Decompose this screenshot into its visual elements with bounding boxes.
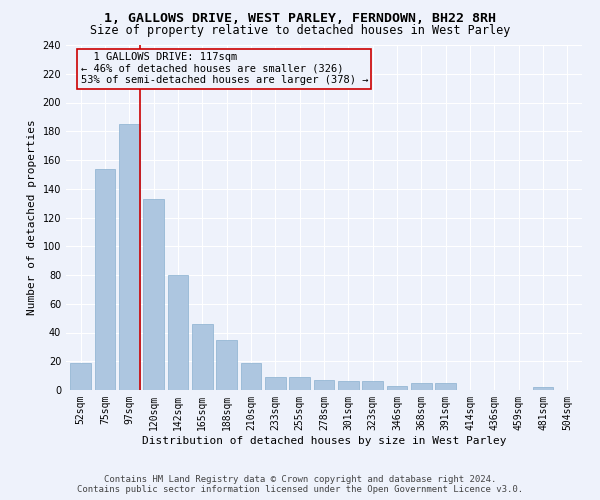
Text: Contains HM Land Registry data © Crown copyright and database right 2024.
Contai: Contains HM Land Registry data © Crown c… [77, 474, 523, 494]
Bar [192, 324, 212, 390]
Bar [167, 275, 188, 390]
Bar [533, 387, 553, 390]
Bar [95, 168, 115, 390]
Bar [265, 377, 286, 390]
Bar [386, 386, 407, 390]
Text: 1, GALLOWS DRIVE, WEST PARLEY, FERNDOWN, BH22 8RH: 1, GALLOWS DRIVE, WEST PARLEY, FERNDOWN,… [104, 12, 496, 26]
Bar [436, 383, 456, 390]
Text: Size of property relative to detached houses in West Parley: Size of property relative to detached ho… [90, 24, 510, 37]
Bar [70, 362, 91, 390]
Y-axis label: Number of detached properties: Number of detached properties [27, 120, 37, 316]
Text: 1 GALLOWS DRIVE: 117sqm
← 46% of detached houses are smaller (326)
53% of semi-d: 1 GALLOWS DRIVE: 117sqm ← 46% of detache… [80, 52, 368, 86]
Bar [411, 383, 432, 390]
Bar [338, 382, 359, 390]
Bar [119, 124, 140, 390]
Bar [362, 382, 383, 390]
Bar [289, 377, 310, 390]
Bar [314, 380, 334, 390]
Bar [143, 199, 164, 390]
X-axis label: Distribution of detached houses by size in West Parley: Distribution of detached houses by size … [142, 436, 506, 446]
Bar [241, 362, 262, 390]
Bar [216, 340, 237, 390]
